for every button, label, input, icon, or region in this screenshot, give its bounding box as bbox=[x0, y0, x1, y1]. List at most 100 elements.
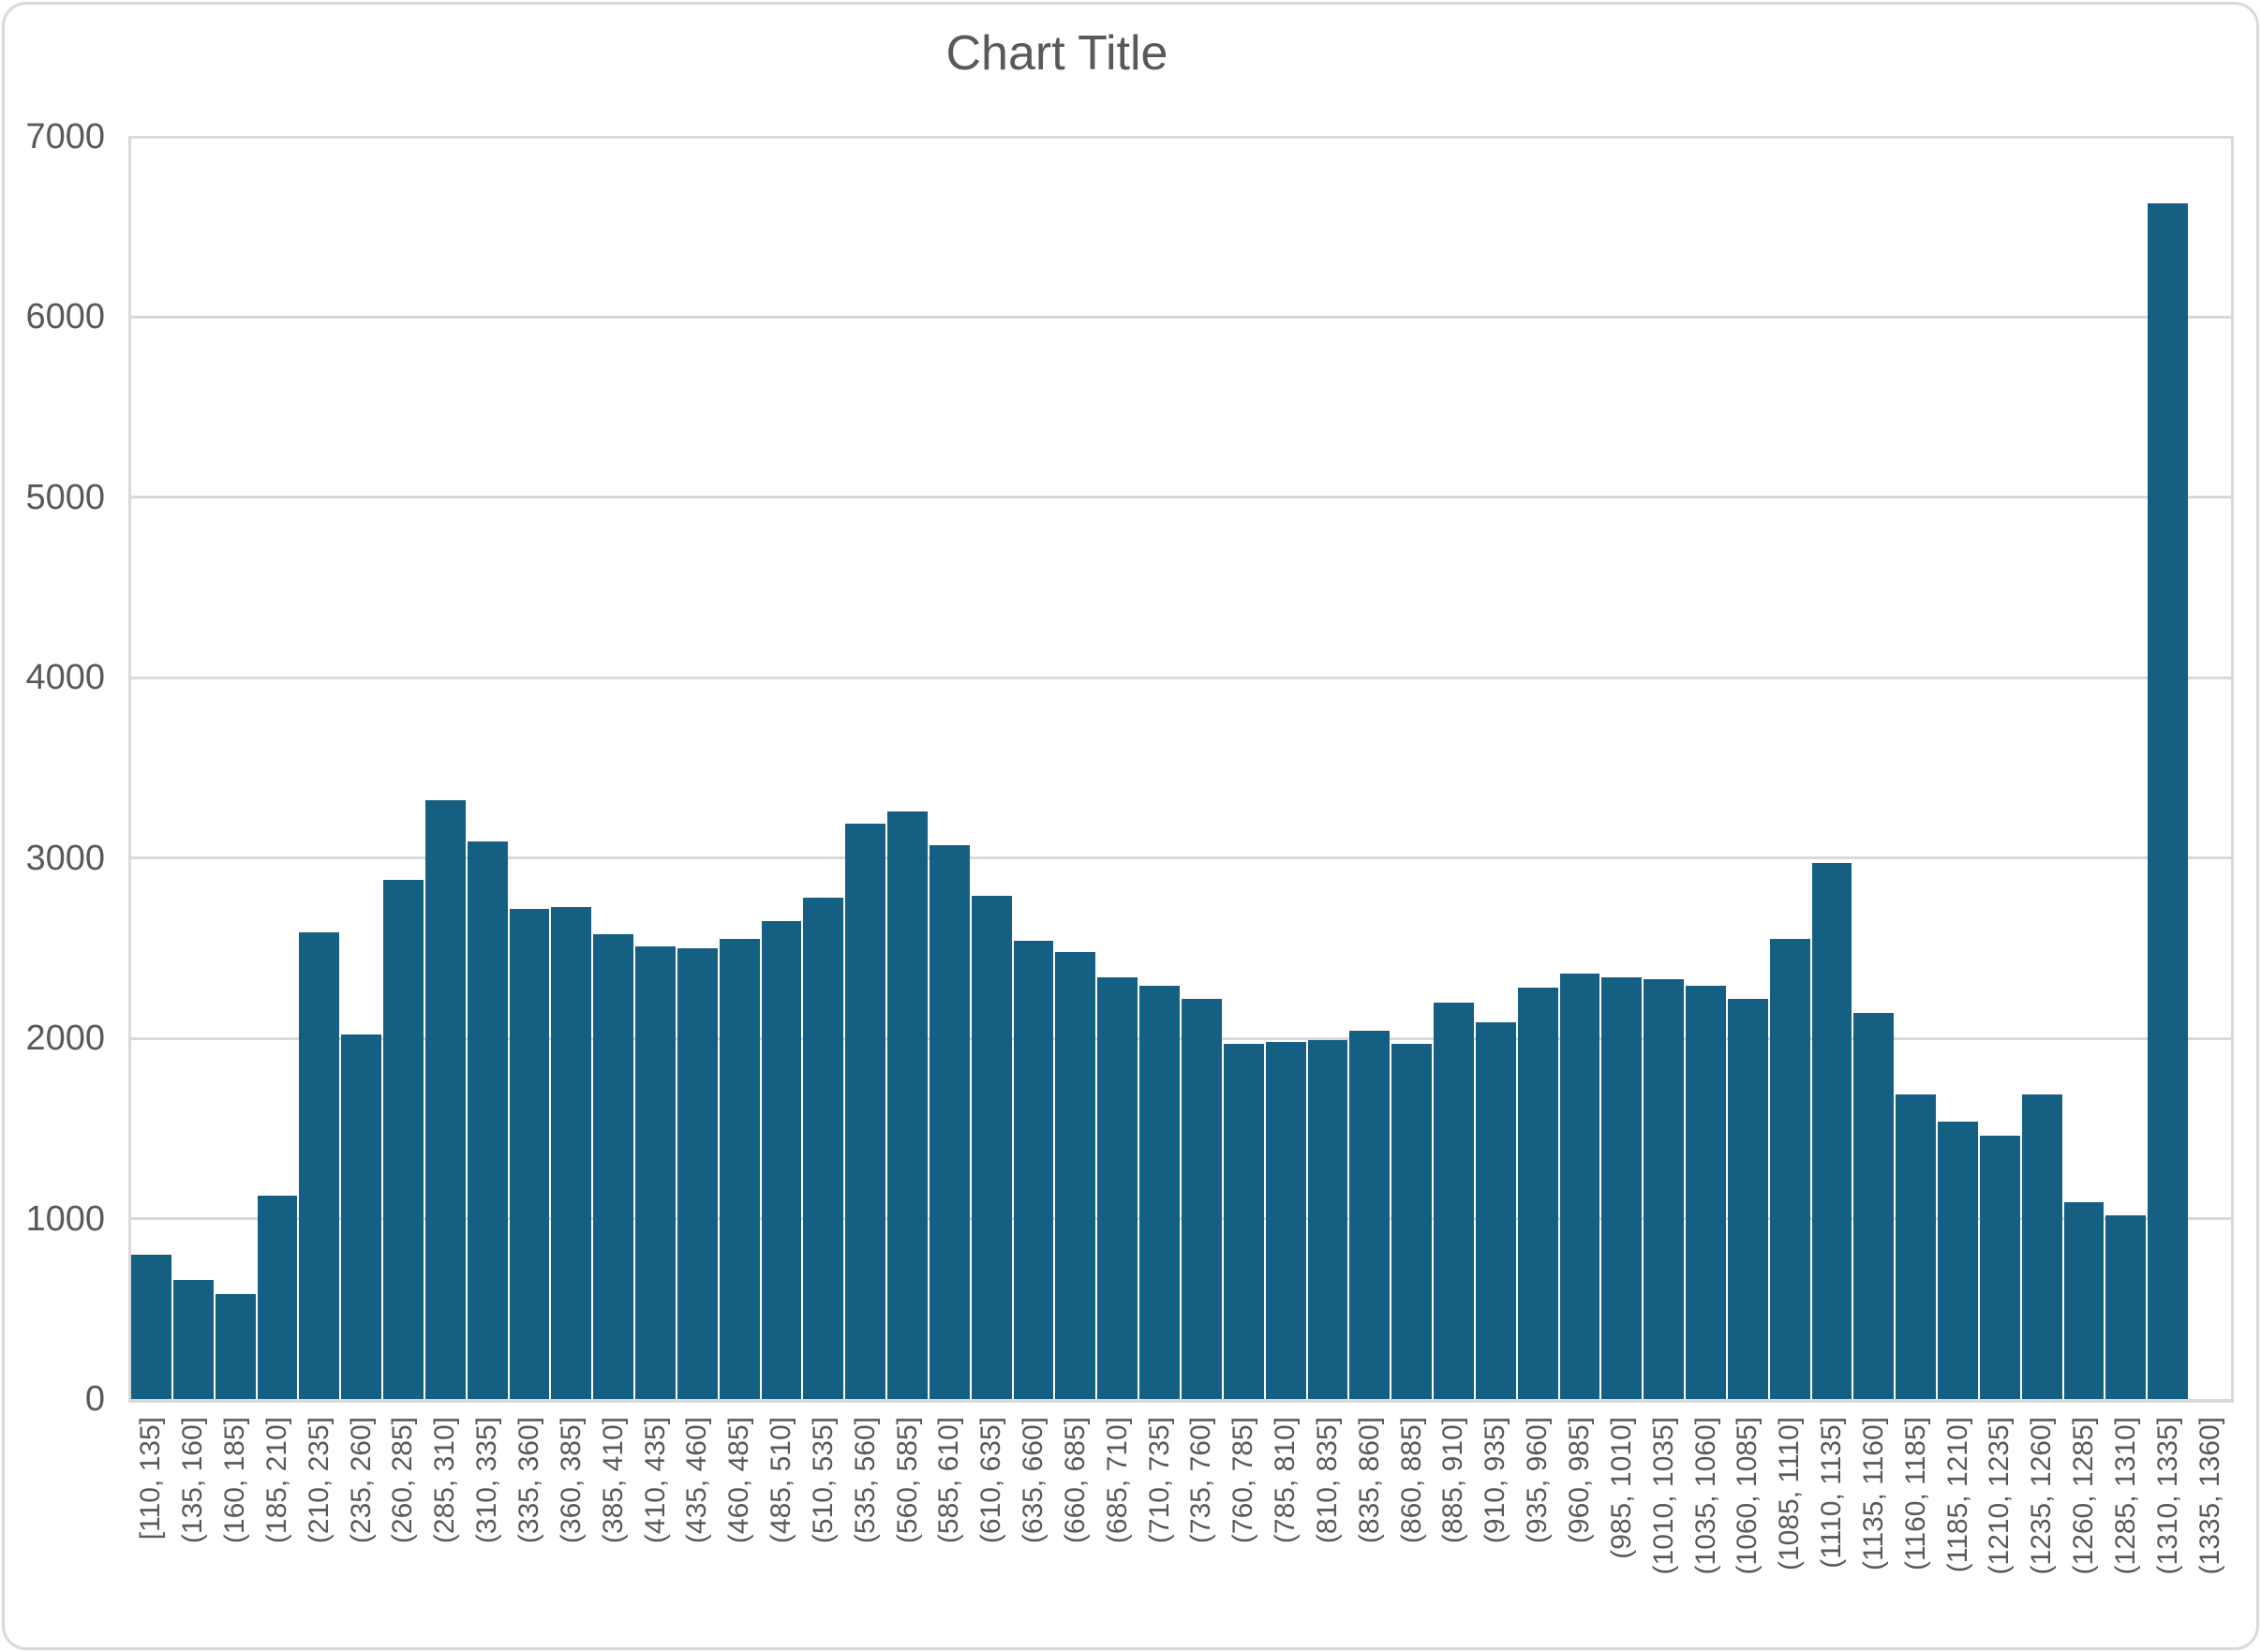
histogram-bar bbox=[341, 1034, 382, 1399]
x-tick-label: (260, 285] bbox=[387, 1417, 419, 1544]
x-tick-label: (635, 660] bbox=[1018, 1417, 1049, 1544]
x-tick-label: (610, 635] bbox=[975, 1417, 1007, 1544]
gridline bbox=[128, 1036, 2233, 1040]
y-tick-label: 6000 bbox=[25, 297, 105, 337]
histogram-bar bbox=[2148, 203, 2189, 1399]
gridline bbox=[128, 856, 2233, 860]
histogram-bar bbox=[551, 906, 592, 1399]
x-tick-label: (435, 460] bbox=[681, 1417, 713, 1544]
histogram-bar bbox=[929, 845, 970, 1399]
histogram-bar bbox=[761, 921, 802, 1399]
x-tick-label: (710, 735] bbox=[1143, 1417, 1175, 1544]
x-tick-label: [110, 135] bbox=[135, 1417, 167, 1540]
histogram-bar bbox=[1517, 988, 1558, 1399]
y-axis-line bbox=[128, 137, 131, 1403]
x-tick-label: (1260, 1285] bbox=[2068, 1417, 2100, 1575]
histogram-bar bbox=[1896, 1094, 1937, 1399]
histogram-bar bbox=[1307, 1040, 1348, 1399]
histogram-bar bbox=[383, 879, 424, 1399]
histogram-bar bbox=[1853, 1013, 1895, 1399]
x-tick-label: (1235, 1260] bbox=[2026, 1417, 2058, 1575]
histogram-bar bbox=[1013, 941, 1054, 1399]
y-tick-label: 1000 bbox=[25, 1198, 105, 1239]
x-axis-line bbox=[128, 1399, 2233, 1403]
x-tick-label: (785, 810] bbox=[1270, 1417, 1302, 1544]
x-tick-label: (360, 385] bbox=[555, 1417, 587, 1544]
histogram-bar bbox=[1769, 939, 1810, 1399]
histogram-bar bbox=[1223, 1043, 1264, 1399]
histogram-bar bbox=[677, 947, 718, 1399]
chart-title: Chart Title bbox=[945, 26, 1168, 81]
gridline bbox=[128, 135, 2233, 139]
x-tick-label: (210, 235] bbox=[303, 1417, 335, 1544]
x-tick-label: (510, 535] bbox=[807, 1417, 839, 1544]
histogram-bar bbox=[172, 1279, 214, 1399]
x-tick-label: (560, 585] bbox=[891, 1417, 923, 1544]
histogram-bar bbox=[1097, 976, 1138, 1399]
histogram-bar bbox=[1938, 1121, 1978, 1399]
x-tick-label: (660, 685] bbox=[1059, 1417, 1091, 1544]
gridline bbox=[128, 1217, 2233, 1221]
x-tick-label: (460, 485] bbox=[723, 1417, 755, 1544]
histogram-bar bbox=[1182, 998, 1222, 1399]
gridline bbox=[128, 496, 2233, 499]
histogram-bar bbox=[719, 939, 760, 1399]
histogram-bar bbox=[424, 800, 466, 1399]
x-tick-label: (860, 885] bbox=[1395, 1417, 1427, 1544]
y-tick-label: 7000 bbox=[25, 117, 105, 156]
x-tick-label: (835, 860] bbox=[1353, 1417, 1385, 1544]
histogram-bar bbox=[1727, 998, 1768, 1399]
histogram-bar bbox=[215, 1294, 256, 1399]
x-tick-label: (935, 960] bbox=[1522, 1417, 1554, 1544]
x-tick-label: (1135, 1160] bbox=[1857, 1417, 1889, 1571]
histogram-bar bbox=[2021, 1094, 2062, 1399]
y-tick-label: 2000 bbox=[25, 1019, 105, 1059]
x-tick-label: (1335, 1360] bbox=[2194, 1417, 2225, 1575]
x-tick-label: (535, 560] bbox=[849, 1417, 881, 1544]
histogram-bar bbox=[2105, 1214, 2147, 1399]
histogram-bar bbox=[803, 898, 844, 1399]
x-tick-label: (1035, 1060] bbox=[1689, 1417, 1721, 1575]
x-tick-label: (1310, 1335] bbox=[2151, 1417, 2183, 1575]
histogram-bar bbox=[1434, 1002, 1474, 1399]
histogram-bar bbox=[1559, 973, 1600, 1399]
histogram-bar bbox=[509, 908, 550, 1399]
histogram-bar bbox=[1979, 1136, 2020, 1399]
x-tick-label: (685, 710] bbox=[1101, 1417, 1133, 1544]
histogram-bar bbox=[131, 1255, 171, 1399]
x-tick-label: (285, 310] bbox=[429, 1417, 461, 1544]
x-tick-label: (985, 1010] bbox=[1605, 1417, 1637, 1559]
histogram-bar bbox=[635, 946, 676, 1399]
x-tick-label: (910, 935] bbox=[1480, 1417, 1511, 1544]
y-tick-label: 0 bbox=[84, 1379, 105, 1419]
x-tick-label: (410, 435] bbox=[639, 1417, 671, 1544]
histogram-bar bbox=[467, 841, 508, 1399]
x-tick-label: (485, 510] bbox=[766, 1417, 797, 1544]
x-tick-label: (885, 910] bbox=[1437, 1417, 1469, 1544]
x-tick-label: (1160, 1185] bbox=[1899, 1417, 1931, 1571]
x-tick-label: (310, 335] bbox=[471, 1417, 503, 1544]
histogram-bar bbox=[1349, 1031, 1391, 1399]
histogram-bar bbox=[1265, 1041, 1306, 1399]
histogram-bar bbox=[2063, 1202, 2105, 1399]
histogram-bar bbox=[593, 933, 634, 1399]
histogram-bar bbox=[1475, 1021, 1516, 1399]
gridline bbox=[128, 315, 2233, 319]
x-tick-label: (1010, 1035] bbox=[1647, 1417, 1679, 1575]
x-tick-label: (235, 260] bbox=[345, 1417, 377, 1544]
gridline bbox=[128, 676, 2233, 679]
histogram-bar bbox=[887, 811, 928, 1399]
y-tick-label: 4000 bbox=[25, 658, 105, 698]
x-tick-label: (160, 185] bbox=[219, 1417, 251, 1544]
histogram-bar bbox=[845, 824, 886, 1399]
histogram-bar bbox=[1686, 986, 1726, 1399]
x-tick-label: (960, 985] bbox=[1563, 1417, 1595, 1544]
x-tick-label: (1210, 1235] bbox=[1984, 1417, 2016, 1575]
x-tick-label: (1185, 1210] bbox=[1941, 1417, 1973, 1573]
histogram-bar bbox=[1644, 978, 1685, 1399]
histogram-bar bbox=[1139, 986, 1180, 1399]
x-tick-label: (1110, 1135] bbox=[1816, 1417, 1848, 1569]
x-tick-label: (1060, 1085] bbox=[1732, 1417, 1763, 1575]
